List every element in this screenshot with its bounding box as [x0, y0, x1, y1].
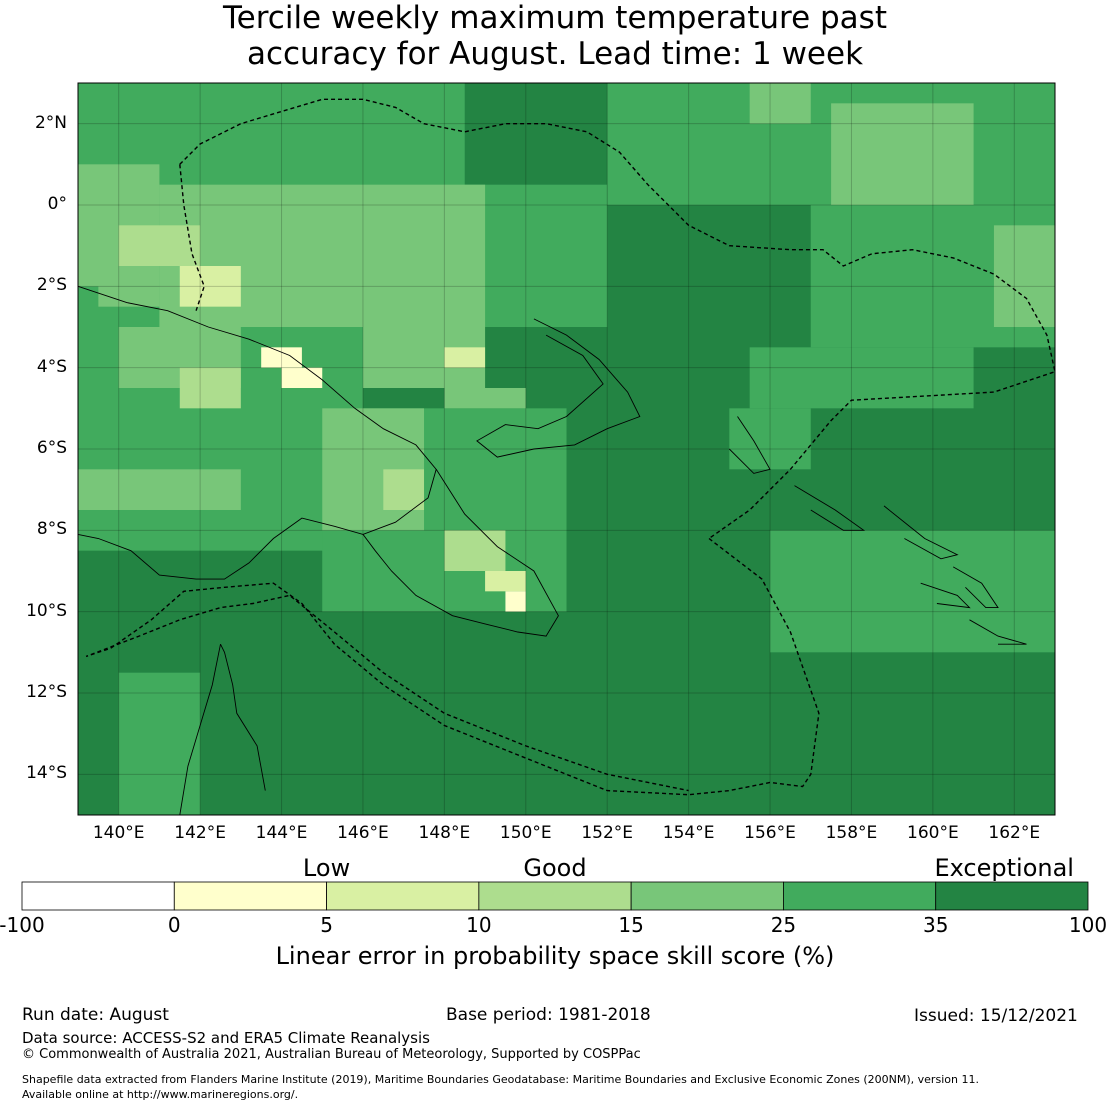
coastline [920, 582, 971, 609]
skill-region [281, 367, 323, 388]
colorbar-tick-label: 15 [618, 913, 644, 937]
skill-region [831, 103, 974, 205]
colorbar-tick-label: 0 [167, 913, 181, 937]
y-tick-label: 10°S [26, 600, 67, 621]
colorbar-label: Linear error in probability space skill … [275, 942, 835, 970]
coastline [883, 505, 959, 560]
shapefile-credit-line-2: Available online at http://www.marinereg… [22, 1088, 299, 1101]
colorbar-tick-label: 100 [1068, 913, 1108, 937]
x-tick-label: 150°E [499, 823, 552, 843]
colorbar-tick-label: 25 [770, 913, 797, 937]
colorbar-bin [935, 881, 1089, 911]
eez-boundary [85, 537, 820, 796]
skill-region [118, 672, 201, 815]
x-tick-label: 152°E [581, 823, 634, 843]
skill-region [98, 286, 160, 307]
x-tick-label: 154°E [662, 823, 715, 843]
y-tick-label: 8°S [36, 519, 67, 540]
coastline [77, 285, 437, 580]
skill-region [749, 347, 974, 409]
skill-region [383, 469, 425, 510]
skill-region [444, 530, 506, 571]
skill-region [749, 83, 811, 124]
coastline [952, 566, 999, 609]
title-line-1: Tercile weekly maximum temperature past [222, 0, 887, 36]
y-tick-label: 2°N [34, 112, 67, 133]
colorbar-bin [630, 881, 784, 911]
skill-region [179, 266, 241, 307]
colorbar-tick-label: 10 [466, 913, 492, 937]
coastline [179, 644, 221, 816]
skill-region [464, 184, 608, 327]
coastline [969, 619, 1027, 645]
base-period: Base period: 1981-2018 [446, 1005, 651, 1025]
coastline [476, 318, 641, 458]
y-tick-label: 14°S [26, 763, 67, 784]
shapefile-credit-line-1: Shapefile data extracted from Flanders M… [22, 1073, 979, 1086]
coastline [728, 416, 771, 474]
skill-region [444, 347, 486, 368]
skill-region [78, 469, 241, 510]
colorbar-bin [173, 881, 327, 911]
colorbar-bin [783, 881, 937, 911]
colorbar-bin [21, 881, 175, 911]
y-tick-label: 4°S [36, 356, 67, 377]
chart-title: Tercile weekly maximum temperature past … [0, 0, 1110, 72]
colorbar-bin [478, 881, 632, 911]
x-tick-label: 142°E [174, 823, 226, 843]
skill-region [179, 367, 241, 409]
skill-region [993, 225, 1055, 327]
colorbar-bin [326, 881, 480, 911]
x-tick-label: 160°E [907, 823, 959, 843]
colorbar-category-label: Low [302, 854, 351, 882]
coastline [220, 644, 266, 791]
skill-region [729, 408, 811, 470]
run-date: Run date: August [22, 1005, 169, 1025]
x-tick-label: 144°E [255, 823, 308, 843]
coastline [794, 485, 866, 531]
y-tick-label: 6°S [36, 438, 67, 458]
skill-region [485, 571, 526, 592]
x-tick-label: 158°E [825, 823, 878, 843]
colorbar-tick-label: 5 [320, 913, 333, 937]
skill-region [505, 591, 526, 612]
skill-region [770, 530, 1055, 653]
colorbar-category-label: Good [523, 854, 587, 882]
x-tick-label: 146°E [337, 823, 389, 843]
colorbar-tick-label: 35 [922, 913, 949, 937]
skill-region [607, 83, 1055, 205]
skill-region [261, 347, 302, 368]
coastline [362, 469, 559, 637]
x-tick-label: 140°E [92, 823, 145, 843]
x-tick-label: 162°E [988, 823, 1041, 843]
y-tick-label: 12°S [26, 682, 67, 702]
eez-boundary [179, 164, 205, 311]
map-frame [77, 82, 1056, 816]
y-tick-label: 0° [47, 194, 67, 214]
colorbar-tick-label: -100 [0, 913, 45, 937]
data-source: Data source: ACCESS-S2 and ERA5 Climate … [22, 1029, 430, 1047]
eez-boundary [179, 98, 1056, 540]
x-tick-label: 148°E [418, 823, 471, 843]
title-line-2: accuracy for August. Lead time: 1 week [246, 36, 864, 72]
issued-date: Issued: 15/12/2021 [914, 1006, 1078, 1026]
x-tick-label: 156°E [744, 823, 796, 843]
skill-region [118, 225, 201, 266]
skill-region [444, 388, 526, 409]
colorbar-category-label: Exceptional [934, 854, 1074, 882]
y-tick-label: 2°S [36, 275, 67, 296]
copyright-notice: © Commonwealth of Australia 2021, Austra… [22, 1047, 641, 1062]
